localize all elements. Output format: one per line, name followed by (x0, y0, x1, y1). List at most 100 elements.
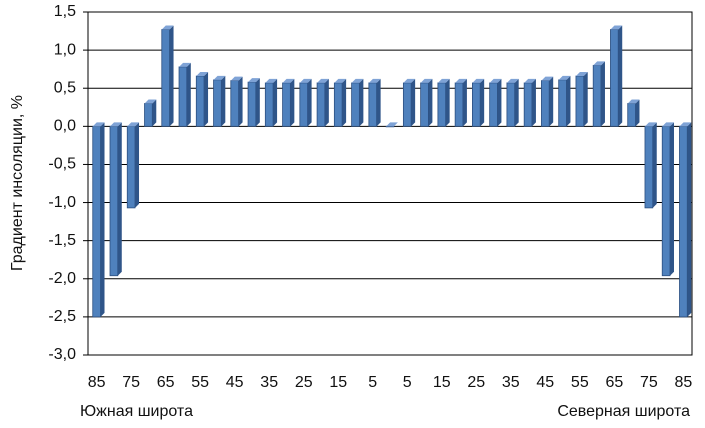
bar (247, 81, 257, 127)
bar-top (196, 72, 209, 77)
bar-top (161, 25, 174, 30)
bar-side (497, 78, 502, 127)
bar-top (575, 72, 588, 77)
bar-side (618, 25, 623, 127)
bar-top (179, 62, 191, 67)
bar (178, 66, 188, 127)
bar (644, 125, 654, 209)
bar-side (255, 78, 260, 127)
bar-top (524, 78, 536, 83)
bar-side (117, 122, 122, 276)
bar-side (186, 62, 191, 127)
y-tick-label: -1,0 (48, 194, 76, 211)
bar (109, 125, 119, 277)
bar-top (679, 122, 692, 127)
bar-side (600, 61, 605, 127)
x-tick-label: 75 (122, 374, 140, 391)
bar-side (635, 99, 640, 127)
bar (523, 82, 533, 127)
x-tick-label: 45 (226, 374, 244, 391)
bar-side (428, 78, 433, 127)
bar (126, 125, 136, 209)
x-tick-label: 15 (433, 374, 451, 391)
bar-top (282, 78, 295, 83)
bar (144, 103, 153, 127)
bar-side (480, 78, 485, 127)
bar-side (152, 99, 157, 127)
bar (437, 82, 447, 127)
y-tick-label: -2,0 (48, 270, 76, 287)
bar (610, 29, 619, 127)
bar-top (644, 122, 657, 127)
bar-top (110, 122, 122, 127)
bar-side (462, 78, 467, 127)
bar-top (127, 122, 140, 127)
bar (506, 82, 516, 127)
x-tick-label: 75 (640, 374, 658, 391)
bar-side (549, 76, 554, 127)
bar-side (514, 78, 519, 127)
bar-side (411, 78, 416, 127)
bar (558, 79, 567, 127)
bar-side (376, 78, 381, 127)
bar-top (386, 122, 398, 127)
bar-top (213, 75, 226, 80)
y-tick-label: 0,5 (54, 79, 76, 96)
y-tick-label: -0,5 (48, 156, 76, 173)
bar-side (135, 122, 140, 208)
bar-side (583, 72, 588, 127)
bar-side (566, 75, 571, 127)
bar-top (265, 78, 278, 83)
x-tick-label: 25 (295, 374, 313, 391)
bar-top (230, 76, 243, 81)
bar (264, 82, 274, 127)
bar (661, 125, 671, 277)
bar-top (420, 78, 433, 83)
x-tick-label: 5 (368, 374, 377, 391)
bar (213, 79, 222, 127)
x-tick-label: 65 (157, 374, 175, 391)
y-tick-label: -3,0 (48, 346, 76, 363)
bar (679, 125, 688, 318)
bar (195, 75, 205, 127)
bar (92, 125, 101, 318)
bar (385, 125, 395, 128)
bar (489, 82, 498, 127)
bar-side (221, 75, 226, 127)
bar (333, 82, 343, 127)
bar-side (669, 122, 674, 276)
bar (472, 82, 481, 127)
bar-side (238, 76, 243, 127)
bar-top (506, 78, 519, 83)
bar-side (273, 78, 278, 127)
x-tick-label: 85 (88, 374, 106, 391)
bar (282, 82, 291, 127)
bar (541, 80, 550, 127)
bar-top (627, 99, 640, 104)
bar-top (455, 78, 467, 83)
x-tick-label: 15 (329, 374, 347, 391)
bar (420, 82, 429, 127)
bar-top (144, 99, 157, 104)
y-tick-label: 1,0 (54, 41, 76, 58)
bar (368, 82, 378, 127)
x-tick-label: 55 (571, 374, 589, 391)
bar-top (92, 122, 105, 127)
bar-top (437, 78, 450, 83)
bar-top (368, 78, 381, 83)
y-tick-label: 1,5 (54, 3, 76, 20)
bar-side (169, 25, 174, 127)
bar (316, 82, 326, 127)
bar-top (610, 25, 623, 30)
y-tick-label: -2,5 (48, 308, 76, 325)
x-tick-label: 5 (403, 374, 412, 391)
bar (627, 103, 636, 127)
bar-top (334, 78, 347, 83)
bar-side (307, 78, 312, 127)
bar-top (489, 78, 502, 83)
bar-top (248, 78, 260, 83)
bar (402, 82, 412, 127)
x-tick-label: 35 (260, 374, 278, 391)
x-tick-label: 25 (467, 374, 485, 391)
